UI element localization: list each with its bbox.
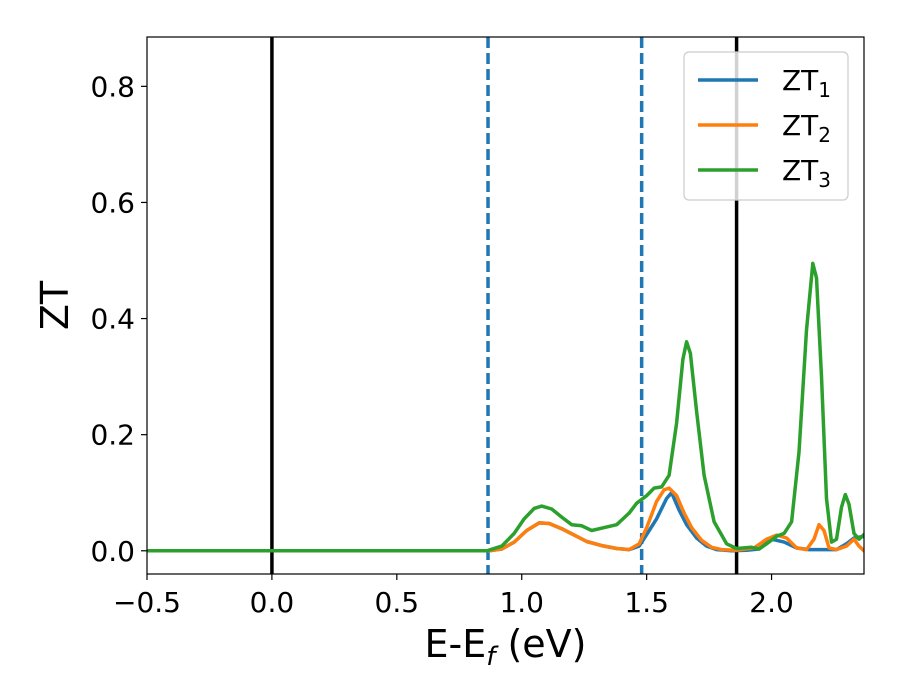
series-line-zt2 xyxy=(147,486,864,553)
series-line-zt3 xyxy=(147,261,864,553)
axes: −0.5 0.0 0.5 1.0 1.5 2.0 0.0 0.2 0.4 0.6 0.8 E-Ef (… xyxy=(33,36,865,672)
legend: ZT1 ZT2 ZT3 xyxy=(683,51,849,201)
x-tick-label: 1.5 xyxy=(624,586,669,619)
x-tick-label: 1.0 xyxy=(499,586,544,619)
legend-label-zt1: ZT1 xyxy=(782,64,831,102)
y-tick-label: 0.0 xyxy=(90,535,135,568)
legend-label-zt2: ZT2 xyxy=(782,109,831,147)
y-tick-label: 0.8 xyxy=(90,70,135,103)
x-tick-label: −0.5 xyxy=(113,586,181,619)
y-tick-label: 0.6 xyxy=(90,186,135,219)
y-axis-label: ZT xyxy=(33,280,77,330)
y-tick-label: 0.4 xyxy=(90,303,135,336)
x-tick-label: 2.0 xyxy=(749,586,794,619)
x-tick-label: 0.0 xyxy=(250,586,295,619)
axes-frame xyxy=(146,36,865,575)
x-axis-label: E-Ef (eV) xyxy=(425,622,587,672)
legend-box xyxy=(683,51,849,201)
y-tick-label: 0.2 xyxy=(90,419,135,452)
legend-label-zt3: ZT3 xyxy=(782,154,831,192)
x-tick-label: 0.5 xyxy=(375,586,420,619)
